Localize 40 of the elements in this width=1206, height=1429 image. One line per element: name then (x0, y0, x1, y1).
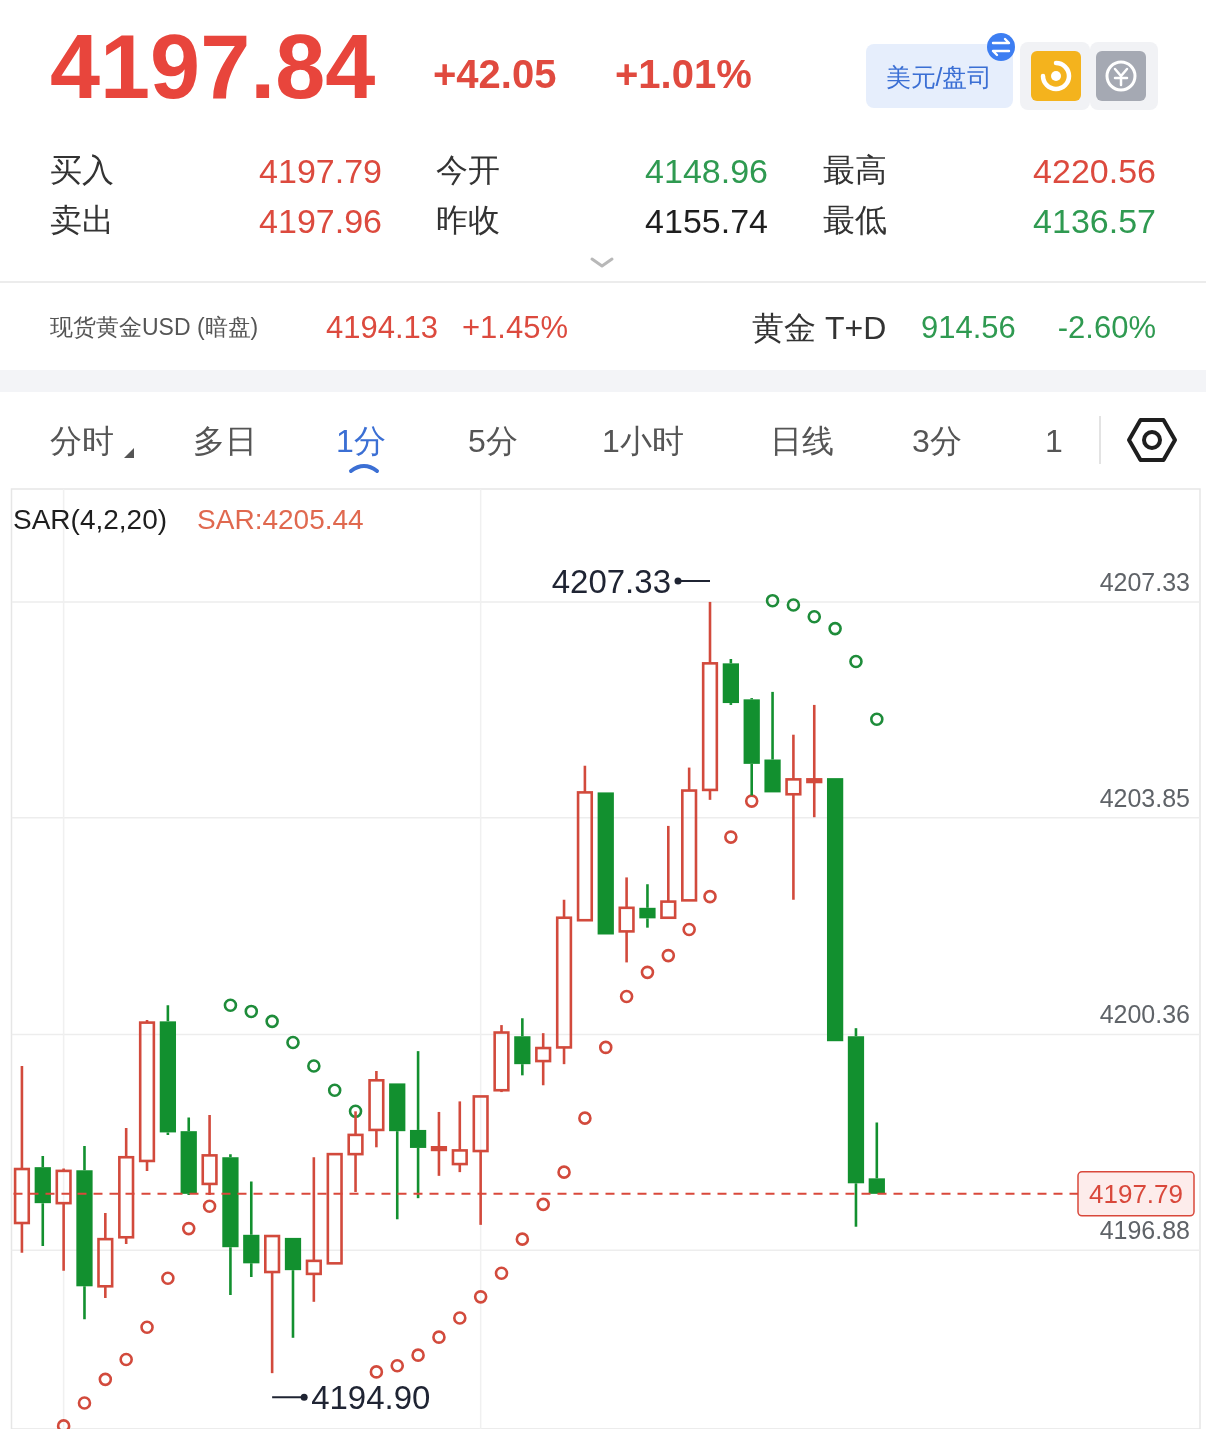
text: 买入 (50, 152, 114, 188)
y-tick-label: 4196.88 (1099, 1216, 1190, 1245)
text: 4197.84 (50, 17, 376, 117)
text: 美元/盘司 (885, 63, 993, 91)
text: 最低 (823, 202, 887, 238)
text: -2.60% (1057, 310, 1156, 345)
text: SAR(4,2,20) (13, 504, 168, 535)
text: +1.45% (462, 310, 569, 345)
text: 5分 (468, 423, 518, 459)
ref-line-label: 4197.79 (1089, 1178, 1183, 1209)
y-tick-label: 4200.36 (1099, 1000, 1190, 1029)
text: 1分 (336, 423, 386, 459)
y-tick-label: 4203.85 (1099, 783, 1190, 812)
text: 多日 (193, 423, 257, 459)
text: 最高 (823, 152, 887, 188)
text: 4197.96 (259, 202, 382, 240)
text: 4136.57 (1033, 202, 1156, 240)
annotation: 4194.90 (311, 1379, 431, 1417)
text: 4148.96 (645, 152, 768, 190)
y-tick-label: 4207.33 (1099, 567, 1190, 596)
text: 卖出 (50, 202, 114, 238)
annotation: 4207.33 (551, 562, 671, 600)
text: 4155.74 (645, 202, 768, 240)
text: 4220.56 (1033, 152, 1156, 190)
text: 黄金 T+D (752, 310, 887, 346)
text: 昨收 (436, 202, 500, 238)
text: 日线 (770, 423, 834, 459)
text: 分时 (50, 423, 114, 459)
text: 3分 (912, 423, 962, 459)
text: 现货黄金USD (暗盘) (50, 314, 259, 340)
text: 今开 (436, 152, 500, 188)
text: 4197.79 (259, 152, 382, 190)
text: 1小时 (602, 423, 684, 459)
indicator-value: SAR:4205.44 (197, 504, 364, 535)
text: 1 (1045, 423, 1063, 459)
text: +42.05 (433, 52, 557, 96)
text: +1.01% (615, 52, 752, 96)
text: 914.56 (921, 310, 1016, 345)
ref-line-label: 4197.79 (1077, 1171, 1195, 1217)
text: 4194.13 (326, 310, 439, 345)
